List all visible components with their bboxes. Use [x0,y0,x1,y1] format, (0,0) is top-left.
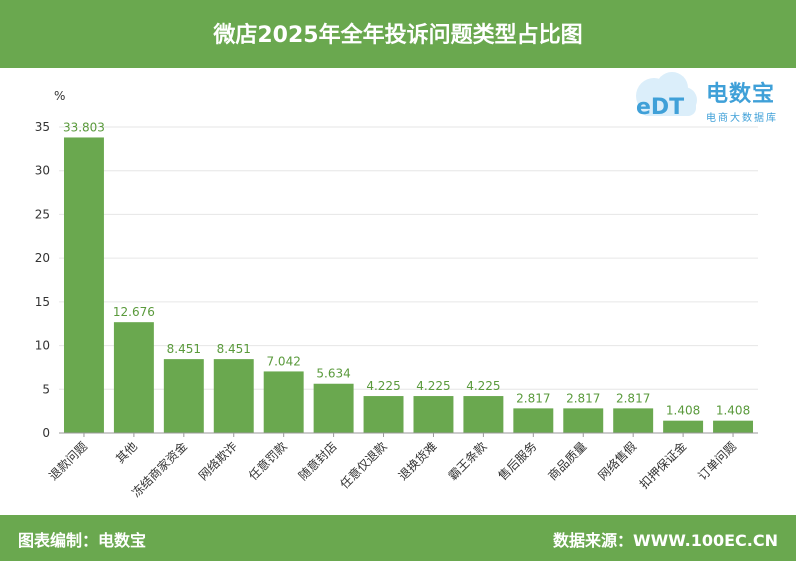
bar [713,420,754,433]
x-tick-label: 随意封店 [295,439,340,484]
bar [563,408,604,433]
x-tick-label: 订单问题 [695,439,739,483]
data-label: 2.817 [616,391,650,405]
y-tick-label: 10 [35,339,50,353]
y-tick-label: 30 [35,164,50,178]
data-label: 4.225 [416,379,450,393]
bar [613,408,654,433]
y-tick-label: 5 [42,382,50,396]
x-tick-label: 任意仅退款 [337,439,390,492]
bars [63,137,754,433]
x-tick-label: 售后服务 [495,439,540,484]
bar [63,137,104,433]
data-label: 2.817 [566,391,600,405]
logo-subtitle: 电商大数据库 [706,113,778,124]
gridlines [59,126,758,390]
bar [513,408,554,433]
bar [463,396,504,433]
bar [163,359,204,433]
footer-credit: 图表编制：电数宝 [18,531,147,550]
chart-title: 微店2025年全年投诉问题类型占比图 [213,23,583,48]
y-tick-label: 35 [35,120,50,134]
x-tick-label: 其他 [113,439,140,466]
bar [263,371,304,433]
logo-mark: eDT [636,95,684,120]
footer-bar: 图表编制：电数宝 数据来源：WWW.100EC.CN [0,515,796,561]
x-tick-label: 网络售假 [595,439,640,484]
data-label: 4.225 [366,379,400,393]
x-tick-label: 商品质量 [545,439,590,484]
x-tick-label: 退款问题 [46,439,90,483]
y-tick-label: 0 [42,426,50,440]
data-label: 8.451 [167,342,201,356]
data-label: 1.408 [716,404,750,418]
data-label: 2.817 [516,391,550,405]
y-tick-label: 20 [35,251,50,265]
x-tick-label: 扣押保证金 [636,439,689,492]
data-label: 33.803 [63,120,105,134]
logo-name: 电数宝 [706,82,776,107]
title-bar: 微店2025年全年投诉问题类型占比图 [0,0,796,68]
logo: eDT 电数宝 电商大数据库 [626,62,791,126]
y-tick-label: 25 [35,207,50,221]
x-tick-label: 网络欺诈 [195,439,240,484]
bar [113,322,154,433]
x-tick-label: 任意罚款 [245,439,290,484]
data-label: 12.676 [113,305,155,319]
data-label: 7.042 [266,354,300,368]
y-tick-label: 15 [35,295,50,309]
data-label: 1.408 [666,404,700,418]
data-label: 5.634 [316,367,350,381]
bar [363,396,404,433]
bar [413,396,454,433]
bar [663,420,704,433]
data-label: 8.451 [217,342,251,356]
data-labels: 33.803 12.676 8.451 8.451 7.042 5.634 4.225 4.2… [63,120,750,417]
x-tick-label: 霸王条款 [446,439,490,483]
data-label: 4.225 [466,379,500,393]
bar [213,359,254,433]
cloud-logo-icon: eDT [636,72,697,120]
x-tick-label: 退换货难 [395,439,440,484]
y-axis: % 0 5 10 15 20 25 30 35 [35,89,66,440]
bar [313,383,354,433]
footer-source: 数据来源：WWW.100EC.CN [552,531,778,550]
y-axis-unit: % [54,89,65,103]
